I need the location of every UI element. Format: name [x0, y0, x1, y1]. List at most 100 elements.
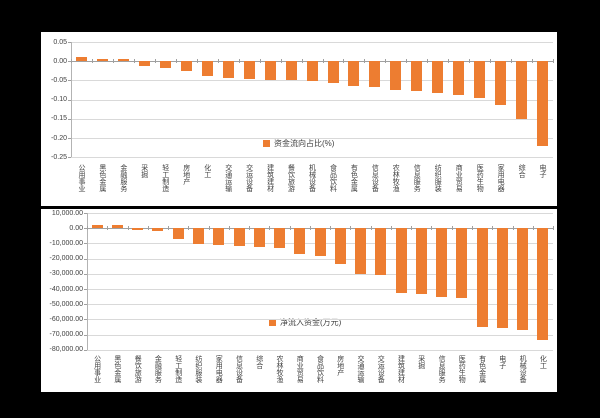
y-axis-line: [71, 42, 72, 158]
bar: [274, 228, 285, 248]
bar: [138, 61, 150, 66]
category-tick: [71, 59, 72, 64]
x-axis-category-label: 餐饮旅游: [134, 355, 142, 383]
bar: [222, 61, 234, 79]
category-tick: [385, 59, 387, 64]
category-tick: [490, 59, 492, 64]
category-tick: [511, 59, 513, 64]
bar: [172, 228, 184, 239]
bar: [375, 228, 387, 276]
x-axis-category-label: 交运设备: [245, 164, 253, 192]
bar: [201, 61, 213, 76]
y-axis-tick-label: 10,000.00: [51, 209, 83, 217]
bar: [253, 228, 265, 247]
y-axis-tick: [68, 99, 71, 101]
category-tick: [427, 59, 429, 64]
y-axis-tick: [68, 157, 71, 159]
bar: [180, 61, 192, 72]
bar: [111, 224, 123, 229]
gridline: [71, 99, 553, 101]
gridline: [87, 258, 553, 260]
y-axis-tick: [84, 349, 87, 351]
bar: [516, 61, 528, 119]
net-inflow-chart: 净流入资金(万元) 10,000.00 0.00 -10,000.00 -20,000…: [41, 209, 557, 392]
bar: [243, 61, 255, 79]
bar: [76, 57, 87, 62]
y-axis-tick: [68, 61, 71, 63]
category-tick: [343, 59, 345, 64]
bar: [355, 228, 366, 275]
gridline: [87, 273, 553, 275]
category-tick: [228, 226, 230, 231]
legend-label: 净流入资金(万元): [280, 318, 342, 327]
category-tick: [238, 59, 240, 64]
category-tick: [472, 226, 473, 231]
x-axis-category-label: 综合: [255, 355, 263, 369]
category-tick: [133, 59, 135, 64]
category-tick: [196, 59, 198, 64]
legend-fund-flow-ratio: 资金流向占比(%): [263, 138, 334, 149]
x-axis-category-label: 农林牧渔: [392, 164, 400, 192]
x-axis-category-label: 公用事业: [93, 355, 101, 383]
y-axis-tick-label: -70,000.00: [49, 331, 83, 339]
x-axis-category-label: 农林牧渔: [276, 355, 283, 383]
bar: [294, 228, 306, 255]
legend-swatch-icon: [269, 319, 276, 326]
bar: [537, 228, 549, 341]
bar: [495, 61, 507, 106]
x-axis-category-label: 有色金属: [350, 164, 358, 192]
category-tick: [469, 59, 471, 64]
x-axis-category-label: 黑色金属: [98, 164, 106, 192]
bar: [476, 228, 488, 327]
y-axis-tick: [68, 118, 71, 120]
bar: [96, 58, 108, 62]
category-tick: [448, 59, 450, 64]
category-tick: [147, 226, 149, 231]
x-axis-category-label: 有色金属: [478, 355, 486, 383]
gridline: [71, 157, 553, 159]
category-tick: [553, 59, 554, 64]
bar: [91, 224, 103, 229]
x-axis-category-label: 纺织服装: [434, 164, 442, 192]
category-tick: [451, 226, 453, 231]
bar: [432, 61, 444, 93]
y-axis-tick-label: -50,000.00: [49, 300, 83, 308]
gridline: [87, 349, 553, 351]
y-axis-tick: [84, 289, 87, 290]
bar: [369, 61, 381, 87]
x-axis-category-label: 交通运输: [224, 164, 232, 192]
category-tick: [390, 226, 392, 231]
bar: [159, 61, 171, 69]
y-axis-tick-label: -0.10: [51, 96, 67, 104]
gridline: [87, 213, 553, 214]
y-axis-tick-label: -80,000.00: [49, 346, 83, 354]
x-axis-category-label: 采掘: [140, 164, 148, 178]
category-tick: [217, 59, 219, 64]
y-axis-line: [87, 213, 88, 350]
x-axis-category-label: 食品饮料: [316, 355, 324, 383]
bar: [436, 228, 448, 297]
category-tick: [512, 226, 514, 231]
fund-flow-ratio-chart: 资金流向占比(%) 0.05 0.00 -0.05 -0.10 -0.15 -0.20 -0…: [41, 32, 557, 206]
category-tick: [92, 59, 93, 64]
x-axis-category-label: 商业贸易: [296, 355, 304, 383]
gridline: [87, 304, 553, 306]
y-axis-tick: [84, 319, 87, 321]
x-axis-category-label: 信息设备: [235, 355, 243, 383]
category-tick: [301, 59, 303, 64]
x-axis-category-label: 餐饮旅游: [287, 164, 295, 192]
y-axis-tick-label: 0.00: [53, 57, 67, 65]
y-axis-tick: [68, 80, 71, 82]
category-tick: [269, 226, 271, 231]
bar: [411, 61, 423, 91]
y-axis-tick: [84, 228, 87, 230]
x-axis-category-label: 食品饮料: [329, 164, 337, 192]
x-axis-category-label: 综合: [518, 164, 526, 178]
bar: [192, 228, 204, 245]
bar: [264, 61, 276, 80]
category-tick: [112, 59, 114, 64]
y-axis-tick: [68, 42, 71, 43]
x-axis-category-label: 医药生物: [476, 164, 484, 192]
x-axis-category-label: 黑色金属: [113, 355, 121, 383]
